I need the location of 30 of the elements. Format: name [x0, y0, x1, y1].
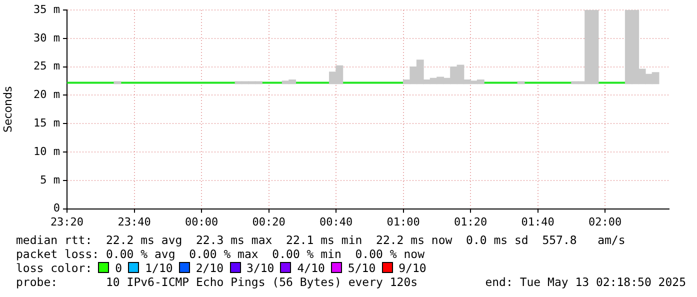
text: 3/10	[246, 261, 274, 275]
y-tick-label: 5 m	[40, 173, 60, 186]
text: end: Tue May 13 02:18:50 2025	[485, 275, 686, 289]
text: packet loss: 0.00 % avg 0.00 % max 0.00 % min 0.00 % now	[16, 247, 424, 261]
x-tick-label: 00:40	[319, 215, 353, 228]
text: median rtt: 22.2 ms avg 22.3 ms max 22.1 ms min 22.2 ms now 0.0 ms sd 557.8 am/s	[16, 233, 626, 247]
y-tick-label: 0	[53, 202, 60, 215]
text: 0	[115, 261, 122, 275]
x-tick-label: 01:40	[521, 215, 554, 228]
text: 9/10	[398, 261, 426, 275]
x-tick-label: 00:00	[184, 215, 218, 228]
x-tick-label: 00:20	[252, 215, 286, 228]
text: 1/10	[145, 261, 173, 275]
text: probe: 10 IPv6-ICMP Echo Pings (56 Bytes) every 120s	[16, 275, 418, 289]
x-tick-label: 02:00	[588, 215, 622, 228]
text: 4/10	[297, 261, 325, 275]
y-tick-label: 25 m	[34, 60, 60, 73]
y-tick-label: 15 m	[34, 116, 60, 130]
text: 2/10	[196, 261, 224, 275]
y-tick-label: 20 m	[34, 88, 60, 102]
x-tick-label: 01:00	[386, 215, 420, 228]
y-tick-label: 10 m	[34, 144, 60, 158]
text: loss color:	[16, 261, 92, 275]
y-axis-title: Seconds	[1, 86, 14, 133]
y-tick-label: 30 m	[34, 31, 60, 44]
y-tick-label: 35 m	[34, 2, 60, 16]
x-tick-label: 23:40	[118, 215, 151, 228]
x-tick-label: 01:20	[454, 215, 488, 228]
text: 5/10	[348, 261, 376, 275]
x-tick-label: 23:20	[50, 215, 84, 228]
